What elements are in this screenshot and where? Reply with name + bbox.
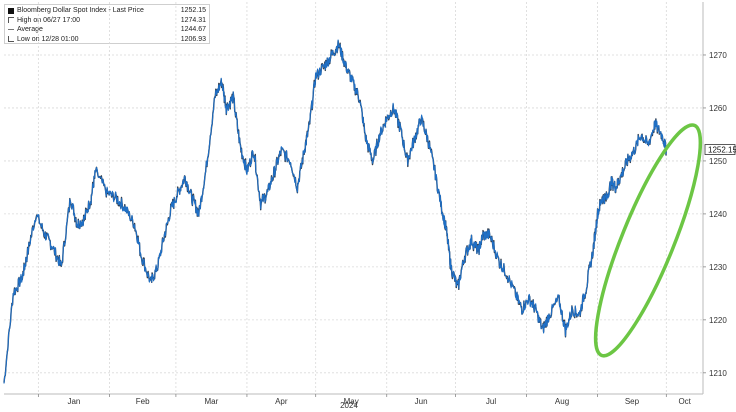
y-tick-label: 1210	[709, 369, 727, 378]
x-tick-label: Jul	[486, 397, 496, 406]
y-tick-label: 1250	[709, 157, 727, 166]
price-wicks	[3, 40, 667, 383]
legend-label: High on 06/27 17:00	[17, 16, 81, 24]
legend-row-high: High on 06/27 17:00 1274.31	[8, 16, 206, 26]
x-tick-label: Jan	[67, 397, 80, 406]
average-line-icon	[8, 29, 14, 31]
last-price-label: 1252.15	[708, 146, 736, 155]
chart-series	[3, 39, 667, 384]
low-marker-icon	[8, 36, 14, 43]
legend-value: 1244.67	[180, 26, 206, 33]
x-axis-year-label: 2024	[340, 401, 358, 410]
price-line	[3, 39, 667, 384]
legend-value: 1274.31	[180, 16, 206, 24]
x-tick-label: Jun	[415, 397, 428, 406]
chart-annotation	[593, 123, 703, 358]
x-tick-label: Feb	[136, 397, 150, 406]
bar-swatch-icon	[8, 7, 14, 14]
x-tick-label: Mar	[205, 397, 219, 406]
y-tick-label: 1260	[709, 104, 727, 113]
y-tick-label: 1230	[709, 263, 727, 272]
y-tick-label: 1270	[709, 51, 727, 60]
x-tick-label: Aug	[555, 397, 569, 406]
last-price-tag	[704, 144, 736, 155]
x-tick-label: Apr	[275, 397, 288, 406]
highlight-ellipse	[593, 123, 703, 358]
legend-label: Bloomberg Dollar Spot Index - Last Price	[17, 7, 144, 14]
high-marker-icon	[8, 17, 14, 24]
x-tick-label: Sep	[625, 397, 640, 406]
legend-label: Average	[17, 26, 43, 33]
x-axis: Jan Feb Mar Apr May Jun Jul Aug Sep Oct	[37, 394, 692, 406]
x-tick-label: May	[344, 397, 359, 406]
legend-label: Low on 12/28 01:00	[17, 35, 79, 43]
legend-value: 1206.93	[180, 35, 206, 43]
y-tick-label: 1220	[709, 316, 727, 325]
y-tick-label: 1240	[709, 210, 727, 219]
legend-row-last-price: Bloomberg Dollar Spot Index - Last Price…	[8, 6, 206, 16]
legend-row-low: Low on 12/28 01:00 1206.93	[8, 35, 206, 45]
x-tick-label: Oct	[678, 397, 691, 406]
chart-grid	[4, 2, 704, 395]
y-axis: 1210 1220 1230 1240 1250 1260 1270 1252.15	[703, 51, 736, 378]
legend-value: 1252.15	[180, 7, 206, 14]
legend-row-average: Average 1244.67	[8, 25, 206, 35]
